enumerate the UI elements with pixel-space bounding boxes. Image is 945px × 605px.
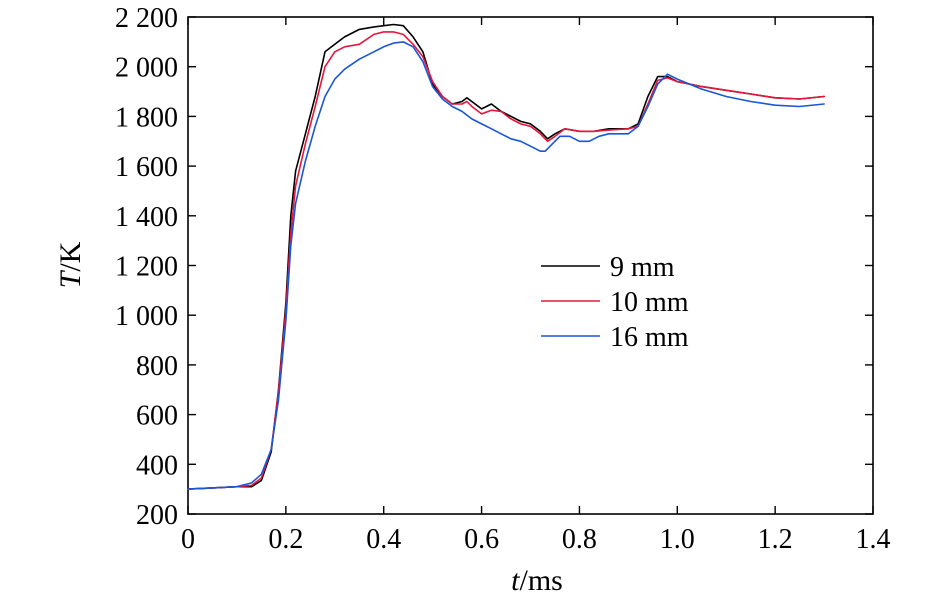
y-tick-label: 400 (136, 450, 178, 481)
axis-ticks (187, 16, 874, 515)
y-tick-label: 1 000 (115, 301, 178, 332)
y-tick-label: 1 600 (115, 152, 178, 183)
series-line-2 (187, 41, 825, 490)
y-axis-label-var: T (54, 269, 87, 288)
x-tick-label: 0.2 (268, 524, 303, 555)
legend-label: 9 mm (610, 252, 675, 283)
y-axis-label-unit: /K (54, 241, 87, 271)
legend: 9 mm 10 mm 16 mm (541, 252, 689, 353)
plot-frame (187, 16, 874, 515)
x-tick-label: 1.0 (660, 524, 695, 555)
y-tick-label: 2 200 (115, 3, 178, 34)
y-tick-label: 1 400 (115, 202, 178, 233)
series-lines (187, 23, 825, 490)
x-tick-label: 0.6 (464, 524, 499, 555)
x-tick-label: 0.8 (562, 524, 597, 555)
x-tick-label: 0 (181, 524, 195, 555)
x-tick-labels: 0 0.2 0.4 0.6 0.8 1.0 1.2 1.4 (181, 524, 891, 555)
legend-label: 16 mm (610, 322, 689, 353)
y-tick-label: 1 800 (115, 102, 178, 133)
legend-label: 10 mm (610, 287, 689, 318)
y-axis-label: T/K (54, 241, 87, 288)
x-tick-label: 1.2 (758, 524, 793, 555)
y-tick-label: 2 000 (115, 53, 178, 84)
x-tick-label: 0.4 (366, 524, 401, 555)
x-axis-label-var: t (511, 564, 520, 597)
y-tick-label: 600 (136, 401, 178, 432)
x-axis-label-unit: /ms (519, 564, 562, 597)
y-tick-labels: 200 400 600 800 1 000 1 200 1 400 1 600 1 800 2 0… (115, 3, 178, 531)
y-tick-label: 200 (136, 500, 178, 531)
y-tick-label: 1 200 (115, 252, 178, 283)
x-tick-label: 1.4 (856, 524, 891, 555)
series-line-0 (187, 23, 825, 490)
x-axis-label: t/ms (511, 564, 563, 597)
series-line-1 (187, 31, 825, 490)
y-tick-label: 800 (136, 351, 178, 382)
